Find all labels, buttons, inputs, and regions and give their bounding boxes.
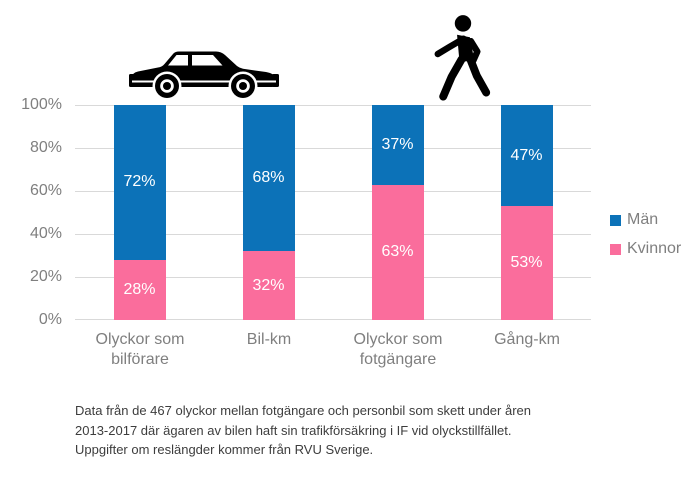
gridline — [75, 191, 591, 192]
plot-area: 72% 28% 68% 32% 37% 63% 47% — [75, 105, 591, 320]
bar-segment-man: 37% — [371, 105, 424, 185]
bar-value-label: 28% — [123, 280, 156, 298]
bar-value-label: 37% — [381, 135, 414, 153]
bar-segment-kvinnor: 53% — [500, 206, 553, 320]
y-axis-tick: 0% — [38, 311, 62, 328]
x-axis-label: Bil-km — [246, 331, 292, 348]
bar-segment-man: 68% — [242, 105, 295, 252]
bar-value-label: 72% — [123, 173, 156, 191]
pedestrian-icon — [434, 15, 491, 101]
bar-bil-km: 68% 32% — [242, 105, 295, 320]
legend-item-kvinnor: Kvinnor — [610, 240, 682, 257]
y-axis-tick: 60% — [29, 182, 62, 199]
bar-segment-man: 47% — [500, 105, 553, 207]
bar-value-label: 68% — [252, 169, 285, 187]
legend-swatch-kvinnor — [610, 243, 621, 255]
y-axis-tick: 40% — [29, 225, 62, 242]
bar-olyckor-som-bilforare: 72% 28% — [113, 105, 166, 320]
bar-value-label: 47% — [510, 146, 543, 164]
bar-segment-man: 72% — [113, 105, 166, 260]
gridline — [75, 277, 591, 278]
y-axis-tick: 20% — [29, 268, 62, 285]
legend: Män Kvinnor — [610, 211, 682, 270]
gridline — [75, 148, 591, 149]
bar-value-label: 63% — [381, 243, 414, 261]
bar-value-label: 53% — [510, 254, 543, 272]
caption-line: Uppgifter om reslängder kommer från RVU … — [75, 442, 374, 457]
y-axis-tick: 80% — [29, 139, 62, 156]
x-axis-label: Olyckor som fotgängare — [353, 331, 443, 368]
legend-item-man: Män — [610, 211, 681, 228]
legend-label: Män — [627, 211, 659, 228]
source-caption: Data från de 467 olyckor mellan fotgänga… — [75, 401, 531, 460]
bar-olyckor-som-fotgangare: 37% 63% — [371, 105, 424, 320]
y-axis-tick: 100% — [21, 96, 62, 113]
car-icon — [129, 51, 279, 98]
x-axis-label: Olyckor som bilförare — [95, 331, 185, 368]
gridline — [75, 234, 591, 235]
bar-segment-kvinnor: 63% — [371, 184, 424, 320]
gridline — [75, 319, 591, 320]
bar-gang-km: 47% 53% — [500, 105, 553, 320]
gridline — [75, 105, 591, 106]
bar-value-label: 32% — [252, 276, 285, 294]
bar-segment-kvinnor: 32% — [242, 251, 295, 320]
bar-segment-kvinnor: 28% — [113, 259, 166, 320]
caption-line: Data från de 467 olyckor mellan fotgänga… — [75, 403, 531, 418]
legend-label: Kvinnor — [627, 240, 682, 257]
x-axis-label: Gång-km — [494, 331, 560, 348]
legend-swatch-man — [610, 214, 621, 226]
caption-line: 2013-2017 där ägaren av bilen haft sin t… — [75, 422, 512, 438]
